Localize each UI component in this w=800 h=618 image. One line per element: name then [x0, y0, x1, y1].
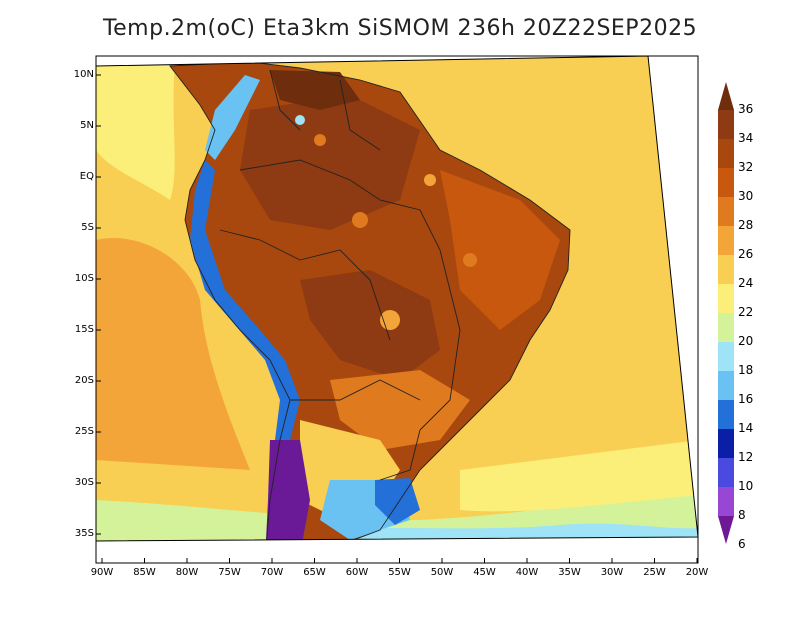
hot-interior-central — [300, 270, 440, 380]
border-uruguay — [379, 429, 421, 481]
warm-northeast — [440, 170, 560, 330]
colorbar-label: 32 — [738, 160, 754, 174]
colorbar-label: 24 — [738, 276, 754, 290]
colorbar-segment — [718, 371, 734, 400]
colorbar-max-arrow — [718, 82, 734, 110]
lat-label: 5N — [80, 120, 94, 131]
hotspot — [314, 134, 326, 146]
lat-label: 10S — [74, 273, 94, 284]
colorbar-label: 28 — [738, 218, 754, 232]
lat-label: 35S — [74, 528, 94, 539]
warm-south-central — [330, 370, 470, 450]
colorbar-label: 30 — [738, 189, 754, 203]
colorbar-label: 20 — [738, 334, 754, 348]
border-bolivia — [299, 249, 391, 341]
border-venezuela — [339, 79, 381, 151]
colorbar-segment — [718, 284, 734, 313]
colorbar-segment — [718, 458, 734, 487]
atlantic-cool-band — [460, 440, 698, 512]
border-argentina-north — [290, 379, 421, 401]
hotspot — [463, 253, 477, 267]
lat-label: 30S — [74, 477, 94, 488]
colorbar-label: 10 — [738, 479, 754, 493]
colorbar-segment — [718, 226, 734, 255]
hottest-north-patch — [270, 70, 360, 110]
colorbar-segment — [718, 139, 734, 168]
colorbar-segment — [718, 110, 734, 139]
lon-label: 50W — [430, 567, 454, 578]
lon-label: 80W — [175, 567, 199, 578]
uruguay-cold — [375, 478, 420, 525]
patagonia-coldest — [265, 440, 310, 541]
colorbar-label: 12 — [738, 450, 754, 464]
colorbar-label: 14 — [738, 421, 754, 435]
hotspot — [352, 212, 368, 228]
lon-label: 75W — [218, 567, 241, 578]
coastline — [169, 61, 571, 541]
lon-label: 55W — [388, 567, 411, 578]
colorbar-label: 8 — [738, 508, 746, 522]
map-domain — [96, 56, 698, 541]
country-borders — [169, 61, 571, 541]
colorbar-segment — [718, 342, 734, 371]
colorbar-segment — [718, 168, 734, 197]
colorbar-label: 34 — [738, 131, 754, 145]
lon-label: 60W — [345, 567, 369, 578]
colorbar-segment — [718, 487, 734, 516]
hotspot — [424, 174, 436, 186]
colorbar-label: 26 — [738, 247, 754, 261]
border-brazil-west — [239, 159, 461, 431]
lat-label: 5S — [81, 222, 94, 233]
colorbar-segment — [718, 429, 734, 458]
lon-label: 25W — [643, 567, 666, 578]
lat-label: 15S — [74, 324, 94, 335]
andes-cold-strip — [190, 160, 300, 541]
lat-label: 10N — [73, 69, 94, 80]
lon-label: 35W — [558, 567, 581, 578]
lat-label: EQ — [79, 171, 94, 182]
lon-label: 20W — [685, 567, 709, 578]
hotspot — [295, 115, 305, 125]
border-peru — [219, 229, 301, 261]
colorbar-min-arrow — [718, 516, 734, 544]
lon-label: 40W — [515, 567, 539, 578]
lon-label: 65W — [303, 567, 326, 578]
colorbar-segment — [718, 255, 734, 284]
lat-label: 25S — [74, 426, 94, 437]
lon-label: 90W — [90, 567, 114, 578]
colorbar-segment — [718, 400, 734, 429]
plot-frame — [95, 55, 699, 564]
colorbar-label: 18 — [738, 363, 754, 377]
border-colombia — [269, 69, 301, 131]
colorbar-label: 16 — [738, 392, 754, 406]
lon-label: 45W — [473, 567, 496, 578]
map-title: Temp.2m(oC) Eta3km SiSMOM 236h 20Z22SEP2… — [102, 16, 698, 41]
andes-north-cool — [205, 75, 260, 160]
colorbar-segment — [718, 197, 734, 226]
lon-label: 30W — [600, 567, 624, 578]
colorbar-label: 22 — [738, 305, 754, 319]
pacific-cool-band — [96, 62, 175, 200]
pacific-warm-band — [96, 238, 250, 470]
lat-label: 20S — [74, 375, 94, 386]
lon-label: 85W — [133, 567, 156, 578]
lon-label: 70W — [260, 567, 284, 578]
colorbar-label: 6 — [738, 537, 746, 551]
colorbar-segment — [718, 313, 734, 342]
colorbar-label: 36 — [738, 102, 754, 116]
